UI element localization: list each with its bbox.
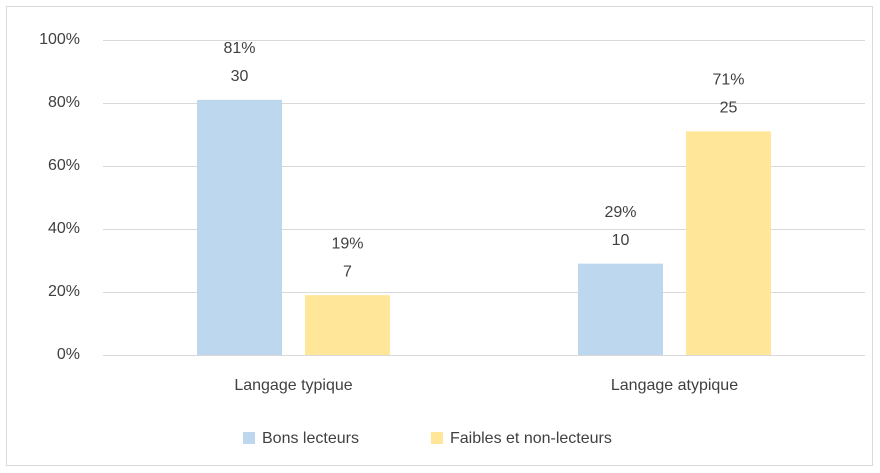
bar xyxy=(197,99,282,355)
count-label: 30 xyxy=(231,68,249,85)
data-label: 71% xyxy=(712,72,744,89)
count-label: 7 xyxy=(343,263,352,280)
count-label: 10 xyxy=(612,232,630,249)
count-label: 25 xyxy=(720,100,738,117)
x-tick-label: Langage atypique xyxy=(611,377,738,394)
bar xyxy=(686,131,771,355)
legend-swatch xyxy=(431,432,443,444)
y-tick-label: 60% xyxy=(48,157,80,174)
x-tick-label: Langage typique xyxy=(234,377,352,394)
legend-label: Bons lecteurs xyxy=(262,430,359,447)
y-tick-label: 80% xyxy=(48,94,80,111)
data-label: 81% xyxy=(223,40,255,57)
legend-swatch xyxy=(243,432,255,444)
bar xyxy=(305,295,390,355)
y-tick-label: 20% xyxy=(48,283,80,300)
data-label: 19% xyxy=(331,235,363,252)
bar xyxy=(578,263,663,355)
y-tick-label: 0% xyxy=(57,346,80,363)
y-tick-label: 100% xyxy=(39,31,80,48)
y-tick-label: 40% xyxy=(48,220,80,237)
data-label: 29% xyxy=(604,204,636,221)
legend-label: Faibles et non-lecteurs xyxy=(450,430,612,447)
